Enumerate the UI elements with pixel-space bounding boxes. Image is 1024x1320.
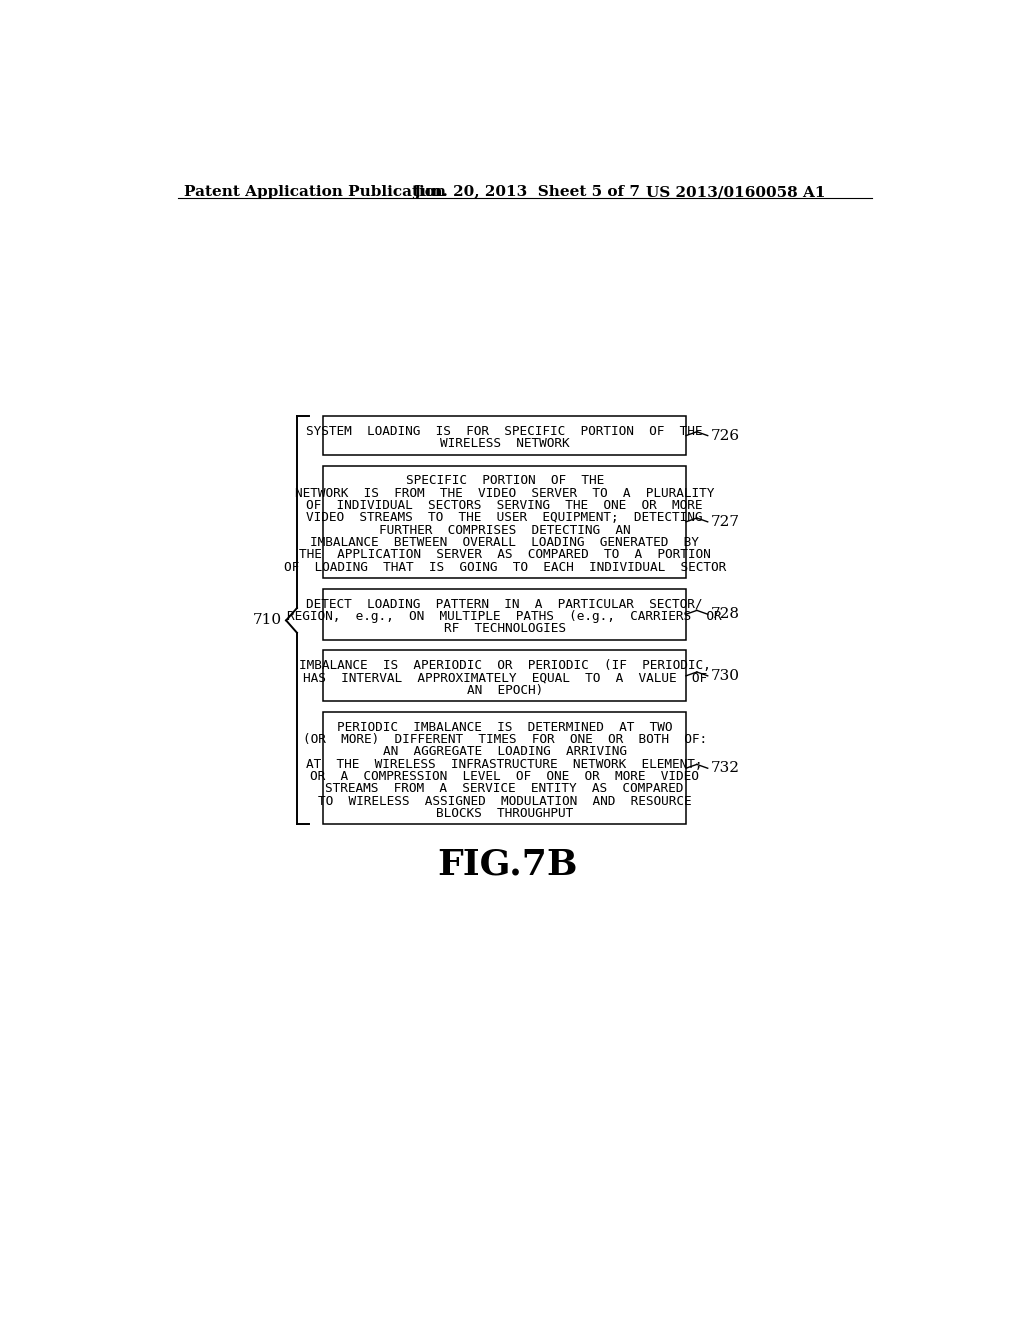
Text: AN  EPOCH): AN EPOCH) [467, 684, 543, 697]
Text: AT  THE  WIRELESS  INFRASTRUCTURE  NETWORK  ELEMENT;: AT THE WIRELESS INFRASTRUCTURE NETWORK E… [306, 758, 702, 771]
Text: RF  TECHNOLOGIES: RF TECHNOLOGIES [443, 622, 565, 635]
Text: WIRELESS  NETWORK: WIRELESS NETWORK [440, 437, 569, 450]
Text: DETECT  LOADING  PATTERN  IN  A  PARTICULAR  SECTOR/: DETECT LOADING PATTERN IN A PARTICULAR S… [306, 598, 702, 611]
Bar [324, 416, 686, 455]
Text: FURTHER  COMPRISES  DETECTING  AN: FURTHER COMPRISES DETECTING AN [379, 524, 631, 537]
Text: OF  INDIVIDUAL  SECTORS  SERVING  THE  ONE  OR  MORE: OF INDIVIDUAL SECTORS SERVING THE ONE OR… [306, 499, 702, 512]
Text: BLOCKS  THROUGHPUT: BLOCKS THROUGHPUT [436, 807, 573, 820]
Text: (OR  MORE)  DIFFERENT  TIMES  FOR  ONE  OR  BOTH  OF:: (OR MORE) DIFFERENT TIMES FOR ONE OR BOT… [302, 733, 707, 746]
Text: VIDEO  STREAMS  TO  THE  USER  EQUIPMENT;  DETECTING: VIDEO STREAMS TO THE USER EQUIPMENT; DET… [306, 511, 702, 524]
Text: US 2013/0160058 A1: US 2013/0160058 A1 [646, 185, 825, 199]
Text: REGION,  e.g.,  ON  MULTIPLE  PATHS  (e.g.,  CARRIERS  OR: REGION, e.g., ON MULTIPLE PATHS (e.g., C… [288, 610, 722, 623]
Text: AN  AGGREGATE  LOADING  ARRIVING: AN AGGREGATE LOADING ARRIVING [383, 746, 627, 759]
Text: Patent Application Publication: Patent Application Publication [183, 185, 445, 199]
Text: THE  APPLICATION  SERVER  AS  COMPARED  TO  A  PORTION: THE APPLICATION SERVER AS COMPARED TO A … [299, 548, 711, 561]
Text: IMBALANCE  IS  APERIODIC  OR  PERIODIC  (IF  PERIODIC,: IMBALANCE IS APERIODIC OR PERIODIC (IF P… [299, 659, 711, 672]
Text: 732: 732 [711, 762, 739, 775]
Text: IMBALANCE  BETWEEN  OVERALL  LOADING  GENERATED  BY: IMBALANCE BETWEEN OVERALL LOADING GENERA… [310, 536, 699, 549]
Text: STREAMS  FROM  A  SERVICE  ENTITY  AS  COMPARED: STREAMS FROM A SERVICE ENTITY AS COMPARE… [326, 783, 684, 796]
Text: TO  WIRELESS  ASSIGNED  MODULATION  AND  RESOURCE: TO WIRELESS ASSIGNED MODULATION AND RESO… [317, 795, 691, 808]
Text: NETWORK  IS  FROM  THE  VIDEO  SERVER  TO  A  PLURALITY: NETWORK IS FROM THE VIDEO SERVER TO A PL… [295, 487, 715, 500]
Text: HAS  INTERVAL  APPROXIMATELY  EQUAL  TO  A  VALUE  OF: HAS INTERVAL APPROXIMATELY EQUAL TO A VA… [302, 672, 707, 685]
Text: OR  A  COMPRESSION  LEVEL  OF  ONE  OR  MORE  VIDEO: OR A COMPRESSION LEVEL OF ONE OR MORE VI… [310, 770, 699, 783]
Text: 728: 728 [711, 607, 739, 622]
Bar [324, 711, 686, 825]
Text: 726: 726 [711, 429, 740, 442]
Text: FIG.7B: FIG.7B [437, 847, 578, 882]
Text: PERIODIC  IMBALANCE  IS  DETERMINED  AT  TWO: PERIODIC IMBALANCE IS DETERMINED AT TWO [337, 721, 673, 734]
Text: SYSTEM  LOADING  IS  FOR  SPECIFIC  PORTION  OF  THE: SYSTEM LOADING IS FOR SPECIFIC PORTION O… [306, 425, 702, 438]
Text: OF  LOADING  THAT  IS  GOING  TO  EACH  INDIVIDUAL  SECTOR: OF LOADING THAT IS GOING TO EACH INDIVID… [284, 561, 726, 574]
Text: 730: 730 [711, 669, 739, 682]
Bar [324, 466, 686, 578]
Bar [324, 589, 686, 640]
Text: 710: 710 [252, 614, 282, 627]
Text: 727: 727 [711, 515, 739, 529]
Text: Jun. 20, 2013  Sheet 5 of 7: Jun. 20, 2013 Sheet 5 of 7 [414, 185, 640, 199]
Bar [324, 651, 686, 701]
Text: SPECIFIC  PORTION  OF  THE: SPECIFIC PORTION OF THE [406, 474, 604, 487]
